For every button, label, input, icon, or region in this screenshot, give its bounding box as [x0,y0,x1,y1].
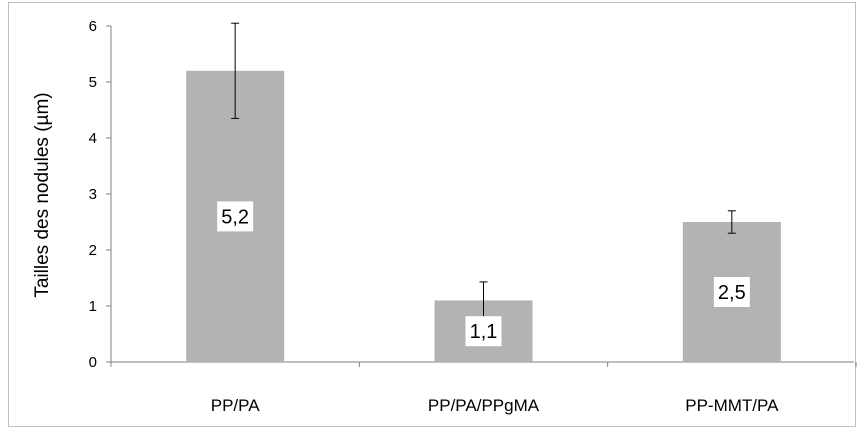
data-label-box-3 [713,277,750,307]
data-label-box-2 [465,316,502,347]
y-axis-label: Tailles des nodules (µm) [32,92,53,297]
y-tick-label: 5 [89,74,97,91]
data-label-1: 5,2 [221,206,249,228]
y-tick-label: 0 [89,354,97,371]
x-category-label: PP-MMT/PA [685,396,779,415]
data-label-3: 2,5 [718,282,746,304]
data-label-2: 1,1 [470,321,498,343]
x-category-label: PP/PA/PPgMA [428,396,540,415]
y-tick-label: 1 [89,298,97,315]
y-tick-label: 6 [89,18,97,35]
y-tick-label: 3 [89,186,97,203]
plot-area: 0 1 2 3 4 5 6 5,2 PP/PA 1,1 PP/PA/PPgMA 2,5 PP-MMT/P… [89,18,857,415]
data-label-box-1 [217,201,254,232]
x-category-label: PP/PA [211,396,260,415]
y-tick-label: 4 [89,130,97,147]
y-tick-label: 2 [89,242,97,259]
